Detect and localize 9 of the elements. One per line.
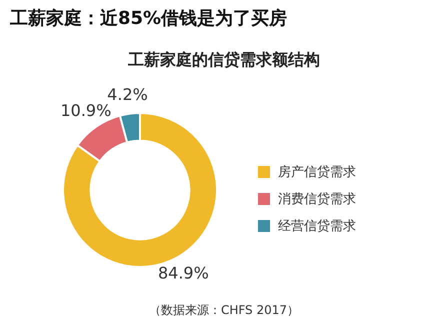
data-label: 10.9% — [60, 101, 112, 120]
legend-label: 经营信贷需求 — [278, 218, 356, 234]
chart-subtitle: 工薪家庭的信贷需求额结构 — [127, 50, 321, 71]
legend-label: 消费信贷需求 — [278, 190, 356, 208]
data-label: 84.9% — [158, 264, 209, 283]
text: （数据来源：CHFS 2017） — [148, 302, 300, 319]
legend-label: 房产信贷需求 — [278, 164, 356, 180]
data-label: 4.2% — [107, 84, 148, 104]
chart-title: 工薪家庭：近85%借钱是为了买房 — [10, 7, 288, 30]
